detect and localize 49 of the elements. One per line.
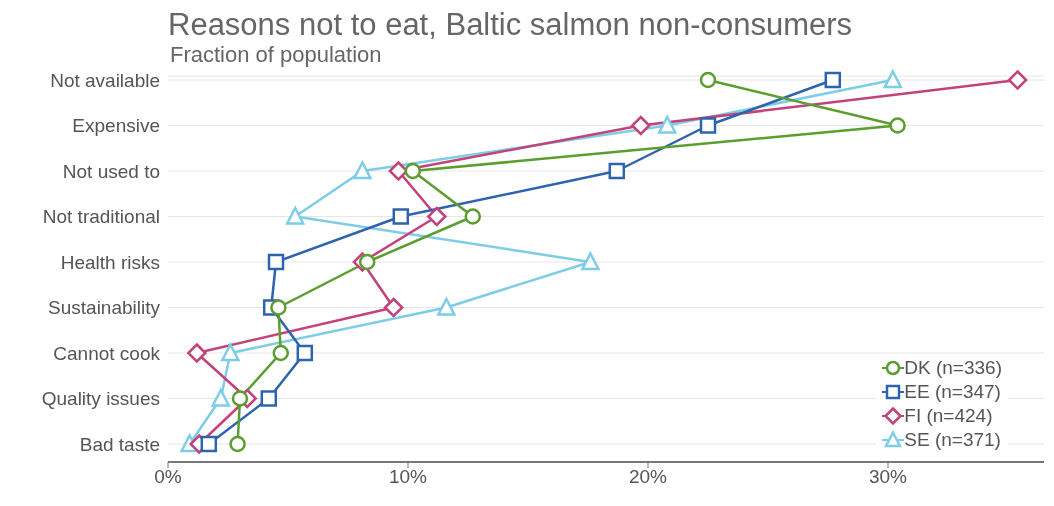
x-tick-label: 0% xyxy=(154,466,182,488)
point xyxy=(296,344,314,362)
point xyxy=(404,162,422,180)
point xyxy=(229,435,246,453)
point xyxy=(270,299,287,316)
chart-subtitle: Fraction of population xyxy=(170,42,383,68)
point xyxy=(657,115,677,134)
point xyxy=(353,161,372,180)
y-tick-label: Sustainability xyxy=(48,297,161,319)
point xyxy=(581,252,600,271)
point xyxy=(889,117,906,134)
y-tick-label: Bad taste xyxy=(79,433,160,455)
legend-label: FI (n=424) xyxy=(904,404,993,428)
point xyxy=(464,208,482,225)
point xyxy=(187,343,207,363)
point xyxy=(699,71,717,89)
y-tick-label: Not used to xyxy=(62,160,160,182)
point xyxy=(392,208,410,225)
point xyxy=(260,390,278,407)
point xyxy=(383,297,404,318)
y-tick-label: Quality issues xyxy=(41,388,160,410)
point xyxy=(221,343,240,362)
point xyxy=(883,70,903,89)
point xyxy=(631,115,651,136)
legend-label: EE (n=347) xyxy=(904,380,1001,404)
legend-label: DK (n=336) xyxy=(904,356,1002,380)
point xyxy=(211,388,231,407)
point xyxy=(267,253,285,271)
y-tick-label: Health risks xyxy=(60,251,160,273)
x-tick-label: 20% xyxy=(628,466,668,488)
y-tick-label: Cannot cook xyxy=(53,342,161,364)
chart-title: Reasons not to eat, Baltic salmon non-consumers xyxy=(168,7,854,42)
point xyxy=(699,117,717,134)
point xyxy=(358,253,376,271)
point xyxy=(824,71,842,89)
point xyxy=(272,344,290,362)
point xyxy=(231,390,249,407)
x-tick-label: 10% xyxy=(388,466,428,488)
y-tick-label: Not traditional xyxy=(42,206,160,228)
legend-label: SE (n=371) xyxy=(904,428,1001,452)
point xyxy=(285,206,305,225)
y-tick-label: Not available xyxy=(50,69,160,91)
point xyxy=(427,206,447,227)
point xyxy=(200,435,218,453)
point xyxy=(608,162,626,180)
y-tick-label: Expensive xyxy=(72,115,160,137)
x-tick-label: 30% xyxy=(868,466,908,488)
point xyxy=(1007,70,1028,90)
point xyxy=(437,297,456,316)
